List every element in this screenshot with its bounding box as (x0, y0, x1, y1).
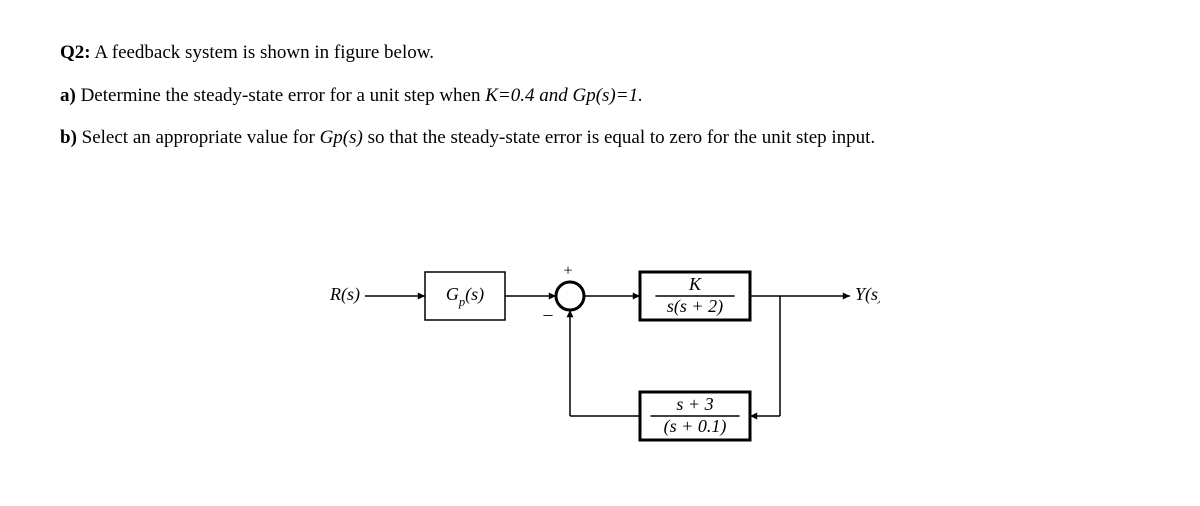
part-a-label: a) (60, 85, 76, 106)
part-b: b) Select an appropriate value for Gp(s)… (60, 125, 1140, 152)
part-a-text: Determine the steady-state error for a u… (81, 85, 486, 106)
part-b-text-1: Select an appropriate value for (82, 127, 320, 148)
question-stem-text: A feedback system is shown in figure bel… (94, 42, 434, 63)
svg-text:s + 3: s + 3 (676, 394, 713, 414)
part-b-gp: Gp(s) (320, 127, 363, 148)
question-number: Q2: (60, 42, 91, 63)
part-a: a) Determine the steady-state error for … (60, 83, 1140, 110)
part-b-text-2: so that the steady-state error is equal … (363, 127, 875, 148)
part-a-params: K=0.4 and Gp(s)=1. (485, 85, 643, 106)
svg-text:s(s + 2): s(s + 2) (667, 296, 723, 317)
svg-text:K: K (688, 274, 702, 294)
svg-text:–: – (543, 304, 554, 324)
svg-text:(s + 0.1): (s + 0.1) (664, 416, 727, 437)
part-b-label: b) (60, 127, 77, 148)
svg-text:R(s): R(s) (329, 284, 360, 305)
question-stem: Q2: A feedback system is shown in figure… (60, 40, 1140, 67)
svg-text:+: + (563, 262, 572, 279)
block-diagram: R(s)Gp(s)+–Ks(s + 2)Y(s)s + 3(s + 0.1) (60, 232, 1140, 462)
svg-text:Y(s): Y(s) (855, 284, 880, 305)
